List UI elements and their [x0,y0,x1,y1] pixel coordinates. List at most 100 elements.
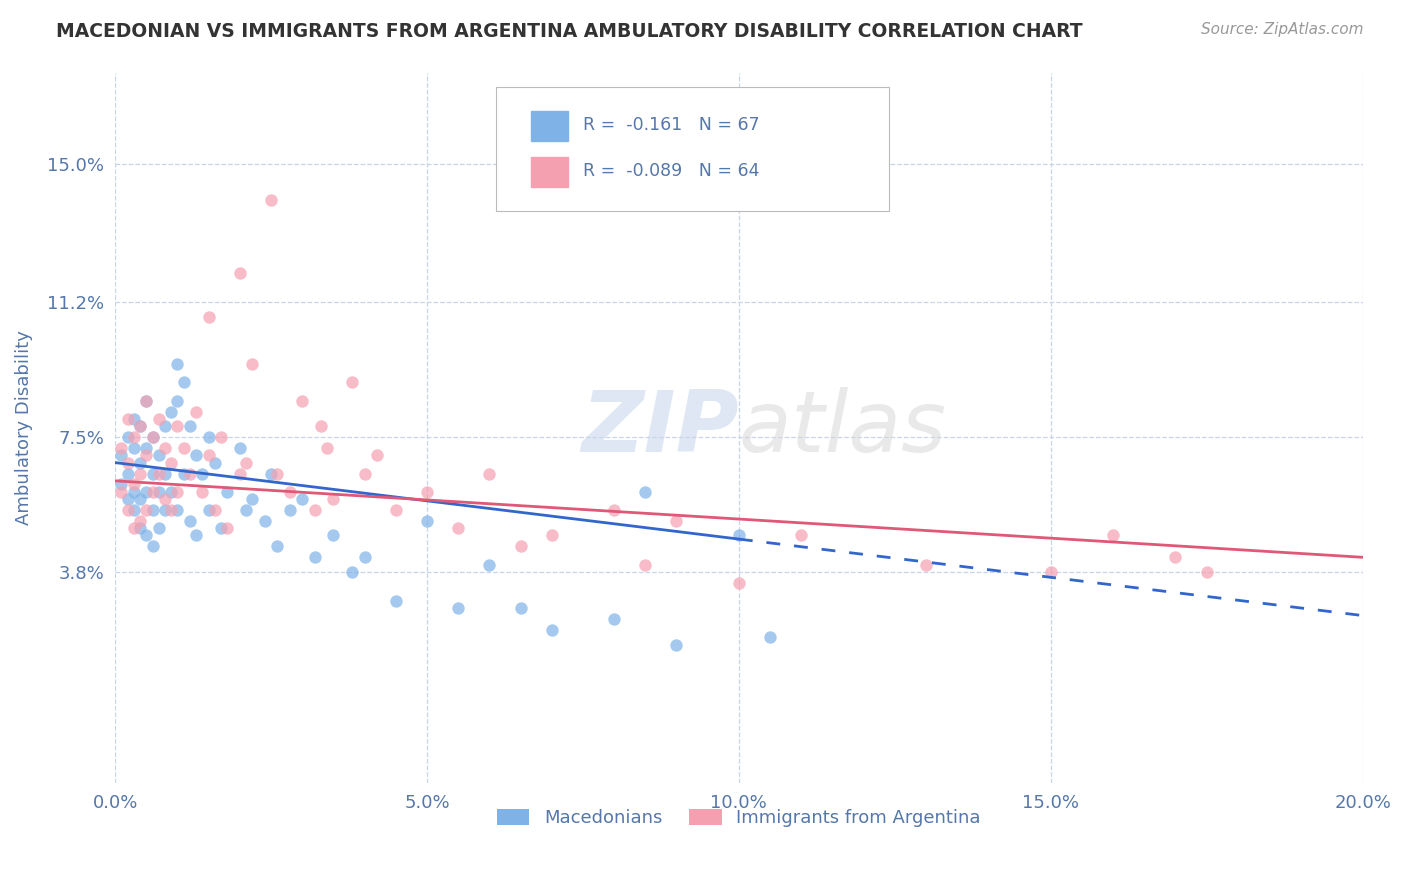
Point [191,484,214,499]
Point [141,467,163,481]
Point [322,528,344,542]
Point [153,441,176,455]
Point [153,467,176,481]
Point [1102,528,1125,542]
Point [260,467,283,481]
Point [117,412,139,426]
Point [309,419,332,434]
Point [117,503,139,517]
Point [166,393,188,408]
Point [160,456,183,470]
Point [197,503,219,517]
Point [509,601,531,615]
FancyBboxPatch shape [495,87,889,211]
Point [129,521,152,535]
Text: R =  -0.161   N = 67: R = -0.161 N = 67 [583,116,759,134]
Point [304,550,326,565]
Point [129,491,152,506]
Point [191,467,214,481]
Text: Source: ZipAtlas.com: Source: ZipAtlas.com [1201,22,1364,37]
Point [353,550,375,565]
Point [197,310,219,324]
Point [122,477,145,491]
Bar [530,112,568,141]
Point [117,491,139,506]
Point [291,393,314,408]
Point [278,503,301,517]
Point [353,467,375,481]
Point [129,467,152,481]
Point [1164,550,1187,565]
Point [110,448,132,462]
Point [129,514,152,528]
Point [153,503,176,517]
Point [160,484,183,499]
Point [122,521,145,535]
Text: MACEDONIAN VS IMMIGRANTS FROM ARGENTINA AMBULATORY DISABILITY CORRELATION CHART: MACEDONIAN VS IMMIGRANTS FROM ARGENTINA … [56,22,1083,41]
Point [204,503,226,517]
Bar [530,158,568,187]
Point [129,456,152,470]
Point [153,491,176,506]
Point [135,448,157,462]
Point [135,503,157,517]
Point [229,441,252,455]
Point [665,638,688,652]
Point [160,503,183,517]
Point [141,430,163,444]
Point [634,558,657,572]
Point [148,467,170,481]
Text: atlas: atlas [738,386,946,469]
Point [478,467,501,481]
Point [235,456,257,470]
Text: R =  -0.089   N = 64: R = -0.089 N = 64 [583,162,759,180]
Point [366,448,388,462]
Point [110,484,132,499]
Point [727,528,749,542]
Point [141,430,163,444]
Point [166,419,188,434]
Point [217,484,239,499]
Point [148,448,170,462]
Point [509,540,531,554]
Point [1039,565,1062,579]
Point [340,565,363,579]
Point [1195,565,1218,579]
Point [141,503,163,517]
Point [790,528,813,542]
Point [135,393,157,408]
Point [179,419,201,434]
Point [759,631,782,645]
Point [186,528,208,542]
Point [186,448,208,462]
Point [340,376,363,390]
Point [141,540,163,554]
Point [266,467,288,481]
Point [166,357,188,371]
Point [179,467,201,481]
Point [197,448,219,462]
Point [291,491,314,506]
Point [122,441,145,455]
Point [322,491,344,506]
Point [110,477,132,491]
Point [209,521,232,535]
Point [540,528,562,542]
Point [173,376,195,390]
Point [416,484,439,499]
Point [253,514,276,528]
Point [209,430,232,444]
Point [166,503,188,517]
Point [148,484,170,499]
Point [122,412,145,426]
Point [229,467,252,481]
Point [240,357,263,371]
Point [148,521,170,535]
Point [416,514,439,528]
Point [727,575,749,590]
Point [316,441,339,455]
Point [135,528,157,542]
Point [278,484,301,499]
Legend: Macedonians, Immigrants from Argentina: Macedonians, Immigrants from Argentina [489,802,988,834]
Point [447,601,470,615]
